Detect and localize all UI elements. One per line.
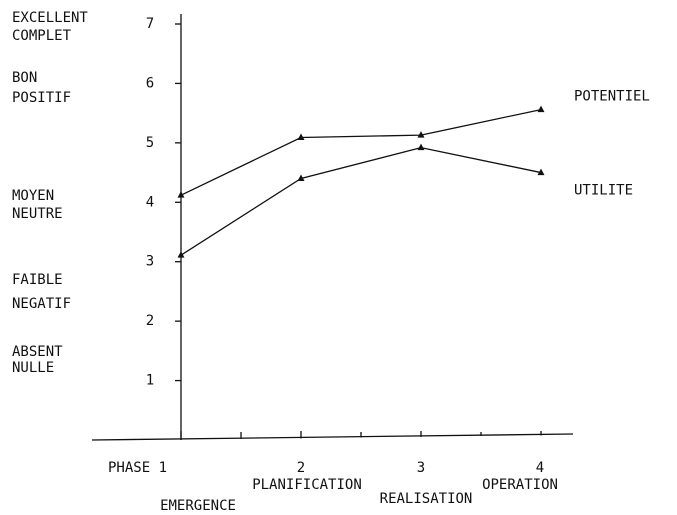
point-marker [537,105,545,113]
scale-label: NEUTRE [12,206,63,222]
y-tick-label: 2 [146,313,154,329]
series-label: UTILITE [574,183,633,199]
series-line [180,108,542,196]
point-marker [297,174,305,182]
phase-name: EMERGENCE [160,498,236,514]
scale-label: FAIBLE [12,272,63,288]
scale-label: COMPLET [12,28,72,44]
scale-label: BON [12,70,37,86]
series-line [180,146,542,256]
y-tick-label: 7 [146,16,154,32]
y-tick-label: 1 [146,373,154,389]
scale-label: MOYEN [12,188,54,204]
phase-name: PLANIFICATION [252,477,362,493]
scale-label: ABSENT [12,344,63,360]
series-label: POTENTIEL [574,89,650,105]
scale-label: POSITIF [12,90,71,106]
point-marker [537,168,545,176]
x-tick-label: 4 [536,460,544,476]
x-tick-label: 3 [417,460,425,476]
y-tick-label: 3 [146,254,154,270]
scale-label: NEGATIF [12,296,71,312]
y-tick-label: 5 [146,135,154,151]
x-tick-label: 2 [297,460,305,476]
phase-name: REALISATION [380,491,473,507]
y-tick-label: 4 [146,194,154,210]
point-marker [177,191,185,198]
scale-label: NULLE [12,360,54,376]
point-marker [417,131,425,138]
point-marker [297,133,305,141]
point-marker [417,143,425,151]
y-tick-label: 6 [146,75,154,91]
scale-label: EXCELLENT [12,10,88,26]
x-axis [91,433,574,441]
x-tick-label: PHASE 1 [108,460,167,476]
phase-name: OPERATION [482,477,558,493]
point-marker [177,251,185,258]
